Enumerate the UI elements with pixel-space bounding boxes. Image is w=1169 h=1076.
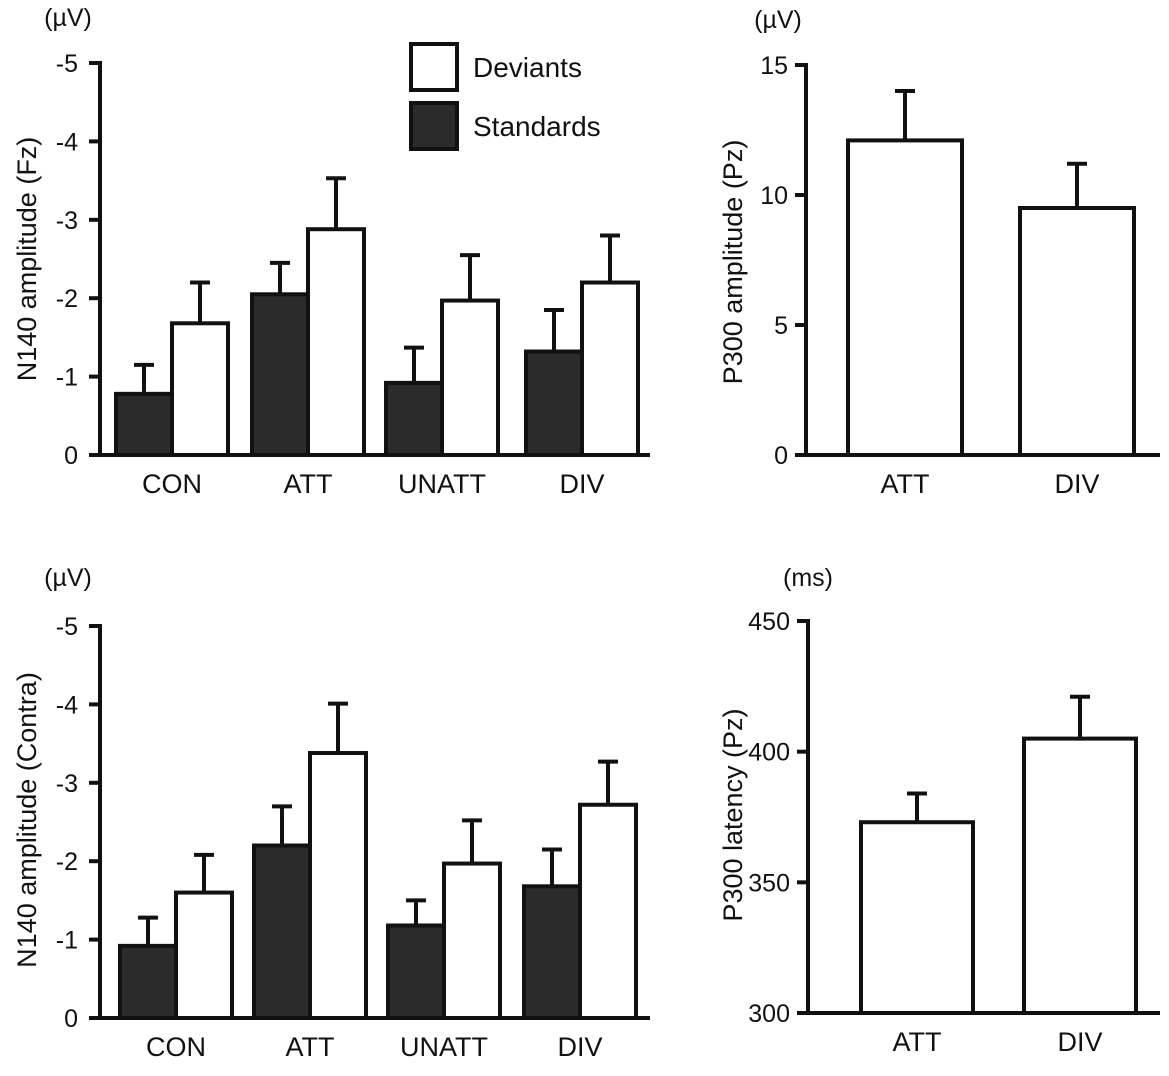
y-axis-title: N140 amplitude (Contra) xyxy=(12,672,42,968)
bar-con-standards xyxy=(114,391,174,457)
bar-con-deviants xyxy=(170,321,230,457)
bar-att-deviants xyxy=(859,820,975,1016)
x-tick-label-att: ATT xyxy=(881,469,930,499)
chart-p300-amplitude: (µV) P300 amplitude (Pz) ATT DIV 0 5 10 15 xyxy=(718,6,1160,499)
legend-deviants-swatch xyxy=(409,42,459,92)
bar-div-deviants xyxy=(1022,736,1138,1015)
y-tick-label: 400 xyxy=(748,739,790,767)
x-tick-label-div: DIV xyxy=(1057,1027,1102,1057)
unit-label: (µV) xyxy=(44,564,92,592)
y-tick-label: -2 xyxy=(56,848,78,876)
chart-p300-latency: (ms) P300 latency (Pz) ATT DIV 300 350 400 450 xyxy=(718,564,1160,1057)
y-tick-label: 300 xyxy=(748,1000,790,1028)
y-tick-label: 15 xyxy=(760,52,788,80)
y-tick-label: 0 xyxy=(774,442,788,470)
legend: Deviants Standards xyxy=(409,42,601,151)
x-tick-label-con: CON xyxy=(146,1032,206,1062)
chart-n140-fz: (µV) N140 amplitude (Fz) CON ATT UNATT DIV 0 -1… xyxy=(12,4,650,499)
y-tick-label: -3 xyxy=(56,770,78,798)
legend-standards-label: Standards xyxy=(473,111,601,142)
bar-con-deviants xyxy=(174,890,234,1020)
y-axis-title: P300 amplitude (Pz) xyxy=(718,140,748,385)
legend-standards-swatch xyxy=(409,101,459,151)
bar-unatt-deviants xyxy=(440,298,500,457)
bar-div-deviants xyxy=(578,802,638,1021)
legend-deviants-label: Deviants xyxy=(473,52,582,83)
y-tick-label: 350 xyxy=(748,869,790,897)
x-tick-label-div: DIV xyxy=(1054,469,1099,499)
x-tick-label-att: ATT xyxy=(286,1032,335,1062)
chart-n140-contra: (µV) N140 amplitude (Contra) CON ATT UNATT DI… xyxy=(12,564,650,1062)
y-tick-label: 10 xyxy=(760,182,788,210)
y-tick-label: -4 xyxy=(56,128,78,156)
bar-att-standards xyxy=(252,843,312,1021)
y-tick-label: -1 xyxy=(56,364,78,392)
bar-att-deviants xyxy=(846,138,964,457)
y-tick-label: 450 xyxy=(748,608,790,636)
y-tick-label: -5 xyxy=(56,613,78,641)
bar-att-standards xyxy=(250,292,310,457)
y-tick-label: 5 xyxy=(774,312,788,340)
x-tick-label-att: ATT xyxy=(284,469,333,499)
x-tick-label-div: DIV xyxy=(559,469,604,499)
unit-label: (µV) xyxy=(44,4,92,32)
x-tick-label-con: CON xyxy=(142,469,202,499)
bar-unatt-deviants xyxy=(442,861,502,1020)
x-tick-label-unatt: UNATT xyxy=(400,1032,488,1062)
bar-att-deviants xyxy=(308,751,368,1020)
unit-label: (µV) xyxy=(754,6,802,34)
y-tick-label: -4 xyxy=(56,691,78,719)
y-axis-title: N140 amplitude (Fz) xyxy=(12,137,42,382)
y-tick-label: 0 xyxy=(64,1005,78,1033)
bar-att-deviants xyxy=(306,227,366,457)
bar-unatt-standards xyxy=(386,923,446,1020)
bar-unatt-standards xyxy=(384,380,444,458)
y-tick-label: -3 xyxy=(56,207,78,235)
x-tick-label-att: ATT xyxy=(893,1027,942,1057)
y-tick-label: -2 xyxy=(56,285,78,313)
bar-div-deviants xyxy=(1018,206,1136,457)
y-tick-label: -1 xyxy=(56,927,78,955)
x-tick-label-unatt: UNATT xyxy=(398,469,486,499)
bar-div-deviants xyxy=(580,280,640,457)
x-tick-label-div: DIV xyxy=(557,1032,602,1062)
y-tick-label: -5 xyxy=(56,50,78,78)
y-axis-title: P300 latency (Pz) xyxy=(718,708,748,921)
bar-div-standards xyxy=(522,884,582,1021)
y-tick-label: 0 xyxy=(64,442,78,470)
bar-con-standards xyxy=(118,943,178,1021)
unit-label: (ms) xyxy=(783,564,833,592)
bar-div-standards xyxy=(524,349,584,457)
